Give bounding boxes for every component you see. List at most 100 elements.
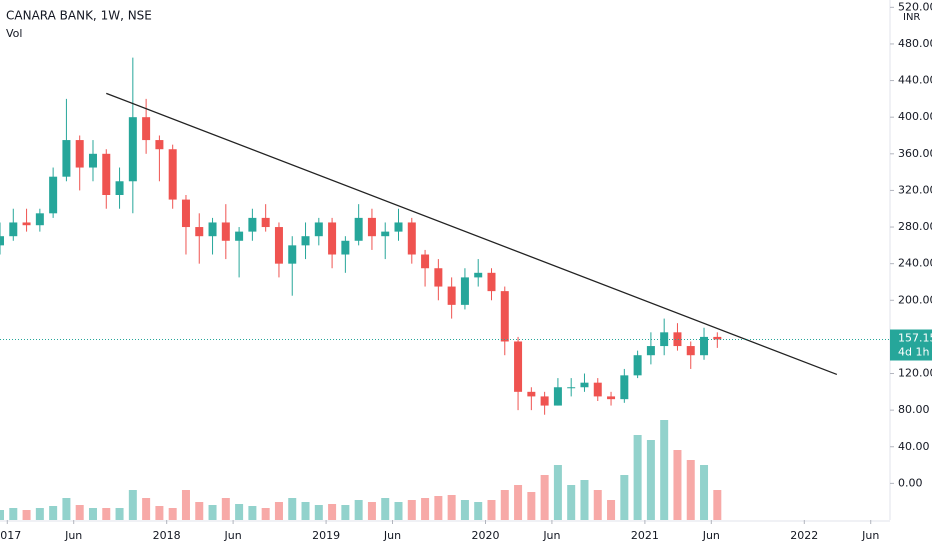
y-tick-label: 120.00 [898, 367, 932, 380]
candle-body [168, 149, 177, 200]
x-tick-label: 2021 [631, 529, 659, 542]
volume-bar [208, 505, 217, 520]
volume-bar [421, 498, 430, 520]
candle-body [646, 346, 655, 356]
y-tick-label: 360.00 [898, 147, 932, 160]
volume-bar [553, 465, 562, 520]
x-tick-label: 2017 [0, 529, 21, 542]
candle-body [248, 217, 257, 232]
volume-bar [474, 502, 483, 520]
volume-bar [0, 510, 4, 520]
volume-bar [487, 500, 496, 520]
volume-bar [646, 440, 655, 520]
candle-body [288, 245, 297, 264]
volume-bar [620, 475, 629, 520]
volume-bar [181, 490, 190, 520]
y-tick-label: 480.00 [898, 37, 932, 50]
x-tick-label: Jun [702, 529, 720, 542]
volume-bar [328, 504, 337, 520]
y-tick-label: 200.00 [898, 293, 932, 306]
volume-bar [301, 502, 310, 520]
candle-body [394, 222, 403, 232]
volume-bar [195, 502, 204, 520]
volume-bar [460, 500, 469, 520]
volume-bar [713, 490, 722, 520]
chart-title: CANARA BANK, 1W, NSE [6, 9, 152, 23]
x-tick-label: Jun [224, 529, 242, 542]
volume-bar [22, 510, 31, 520]
candle-body [261, 217, 270, 228]
y-tick-label: 0.00 [898, 476, 923, 489]
candle-body [487, 272, 496, 292]
trend-line [106, 92, 838, 376]
volume-bar [341, 505, 350, 520]
volume-bar [686, 460, 695, 520]
volume-bar [274, 502, 283, 520]
candle-body [9, 222, 18, 237]
candle-body [88, 153, 97, 168]
volume-bar [633, 435, 642, 520]
candle-body [314, 222, 323, 237]
candle-body [527, 391, 536, 397]
volume-bar [580, 480, 589, 520]
countdown-label: 4d 1h [898, 346, 929, 359]
candle-body [341, 240, 350, 255]
volume-bar [248, 506, 257, 520]
x-tick-label: Jun [64, 529, 82, 542]
candle-body [142, 117, 151, 141]
candle-body [367, 217, 376, 237]
candle-body [434, 268, 443, 287]
candle-body [35, 213, 44, 226]
candle-body [407, 222, 416, 255]
candle-body [115, 181, 124, 195]
candle-body [0, 236, 4, 246]
volume-bar [394, 502, 403, 520]
volume-bar [235, 504, 244, 520]
volume-bar [88, 508, 97, 520]
volume-bar [540, 475, 549, 520]
volume-bar [381, 498, 390, 520]
candle-body [195, 227, 204, 237]
y-tick-label: 280.00 [898, 220, 932, 233]
y-tick-label: 240.00 [898, 257, 932, 270]
volume-bar [35, 508, 44, 520]
x-tick-label: Jun [542, 529, 560, 542]
y-tick-label: 40.00 [898, 440, 930, 453]
candle-body [128, 117, 137, 182]
candle-body [673, 332, 682, 347]
candle-body [155, 140, 164, 150]
y-tick-label: 400.00 [898, 110, 932, 123]
volume-bar [527, 492, 536, 520]
y-tick-label: 520.00 [898, 0, 932, 13]
last-price-box [890, 329, 932, 361]
volume-bar [62, 498, 71, 520]
candle-body [607, 396, 616, 400]
volume-bar [314, 505, 323, 520]
volume-bar [288, 498, 297, 520]
volume-bar [514, 485, 523, 520]
x-tick-label: 2019 [312, 529, 340, 542]
candle-body [700, 336, 709, 356]
candle-body [102, 153, 111, 195]
candle-body [447, 286, 456, 305]
x-tick-label: 2018 [153, 529, 181, 542]
volume-bar [9, 508, 18, 520]
last-price-label: 157.15 [898, 332, 932, 345]
y-tick-label: 80.00 [898, 403, 930, 416]
volume-bar [700, 465, 709, 520]
candle-body [235, 231, 244, 241]
x-tick-label: 2022 [790, 529, 818, 542]
volume-bar [168, 508, 177, 520]
volume-bar [354, 500, 363, 520]
volume-bar [155, 506, 164, 520]
candle-body [301, 236, 310, 246]
volume-bar [142, 498, 151, 520]
candle-body [75, 140, 84, 168]
candle-body [62, 140, 71, 177]
candle-body [49, 176, 58, 214]
candle-body [660, 332, 669, 347]
currency-label: INR [903, 12, 920, 23]
candle-body [567, 387, 576, 389]
candle-body [221, 222, 230, 241]
candle-body [421, 254, 430, 269]
